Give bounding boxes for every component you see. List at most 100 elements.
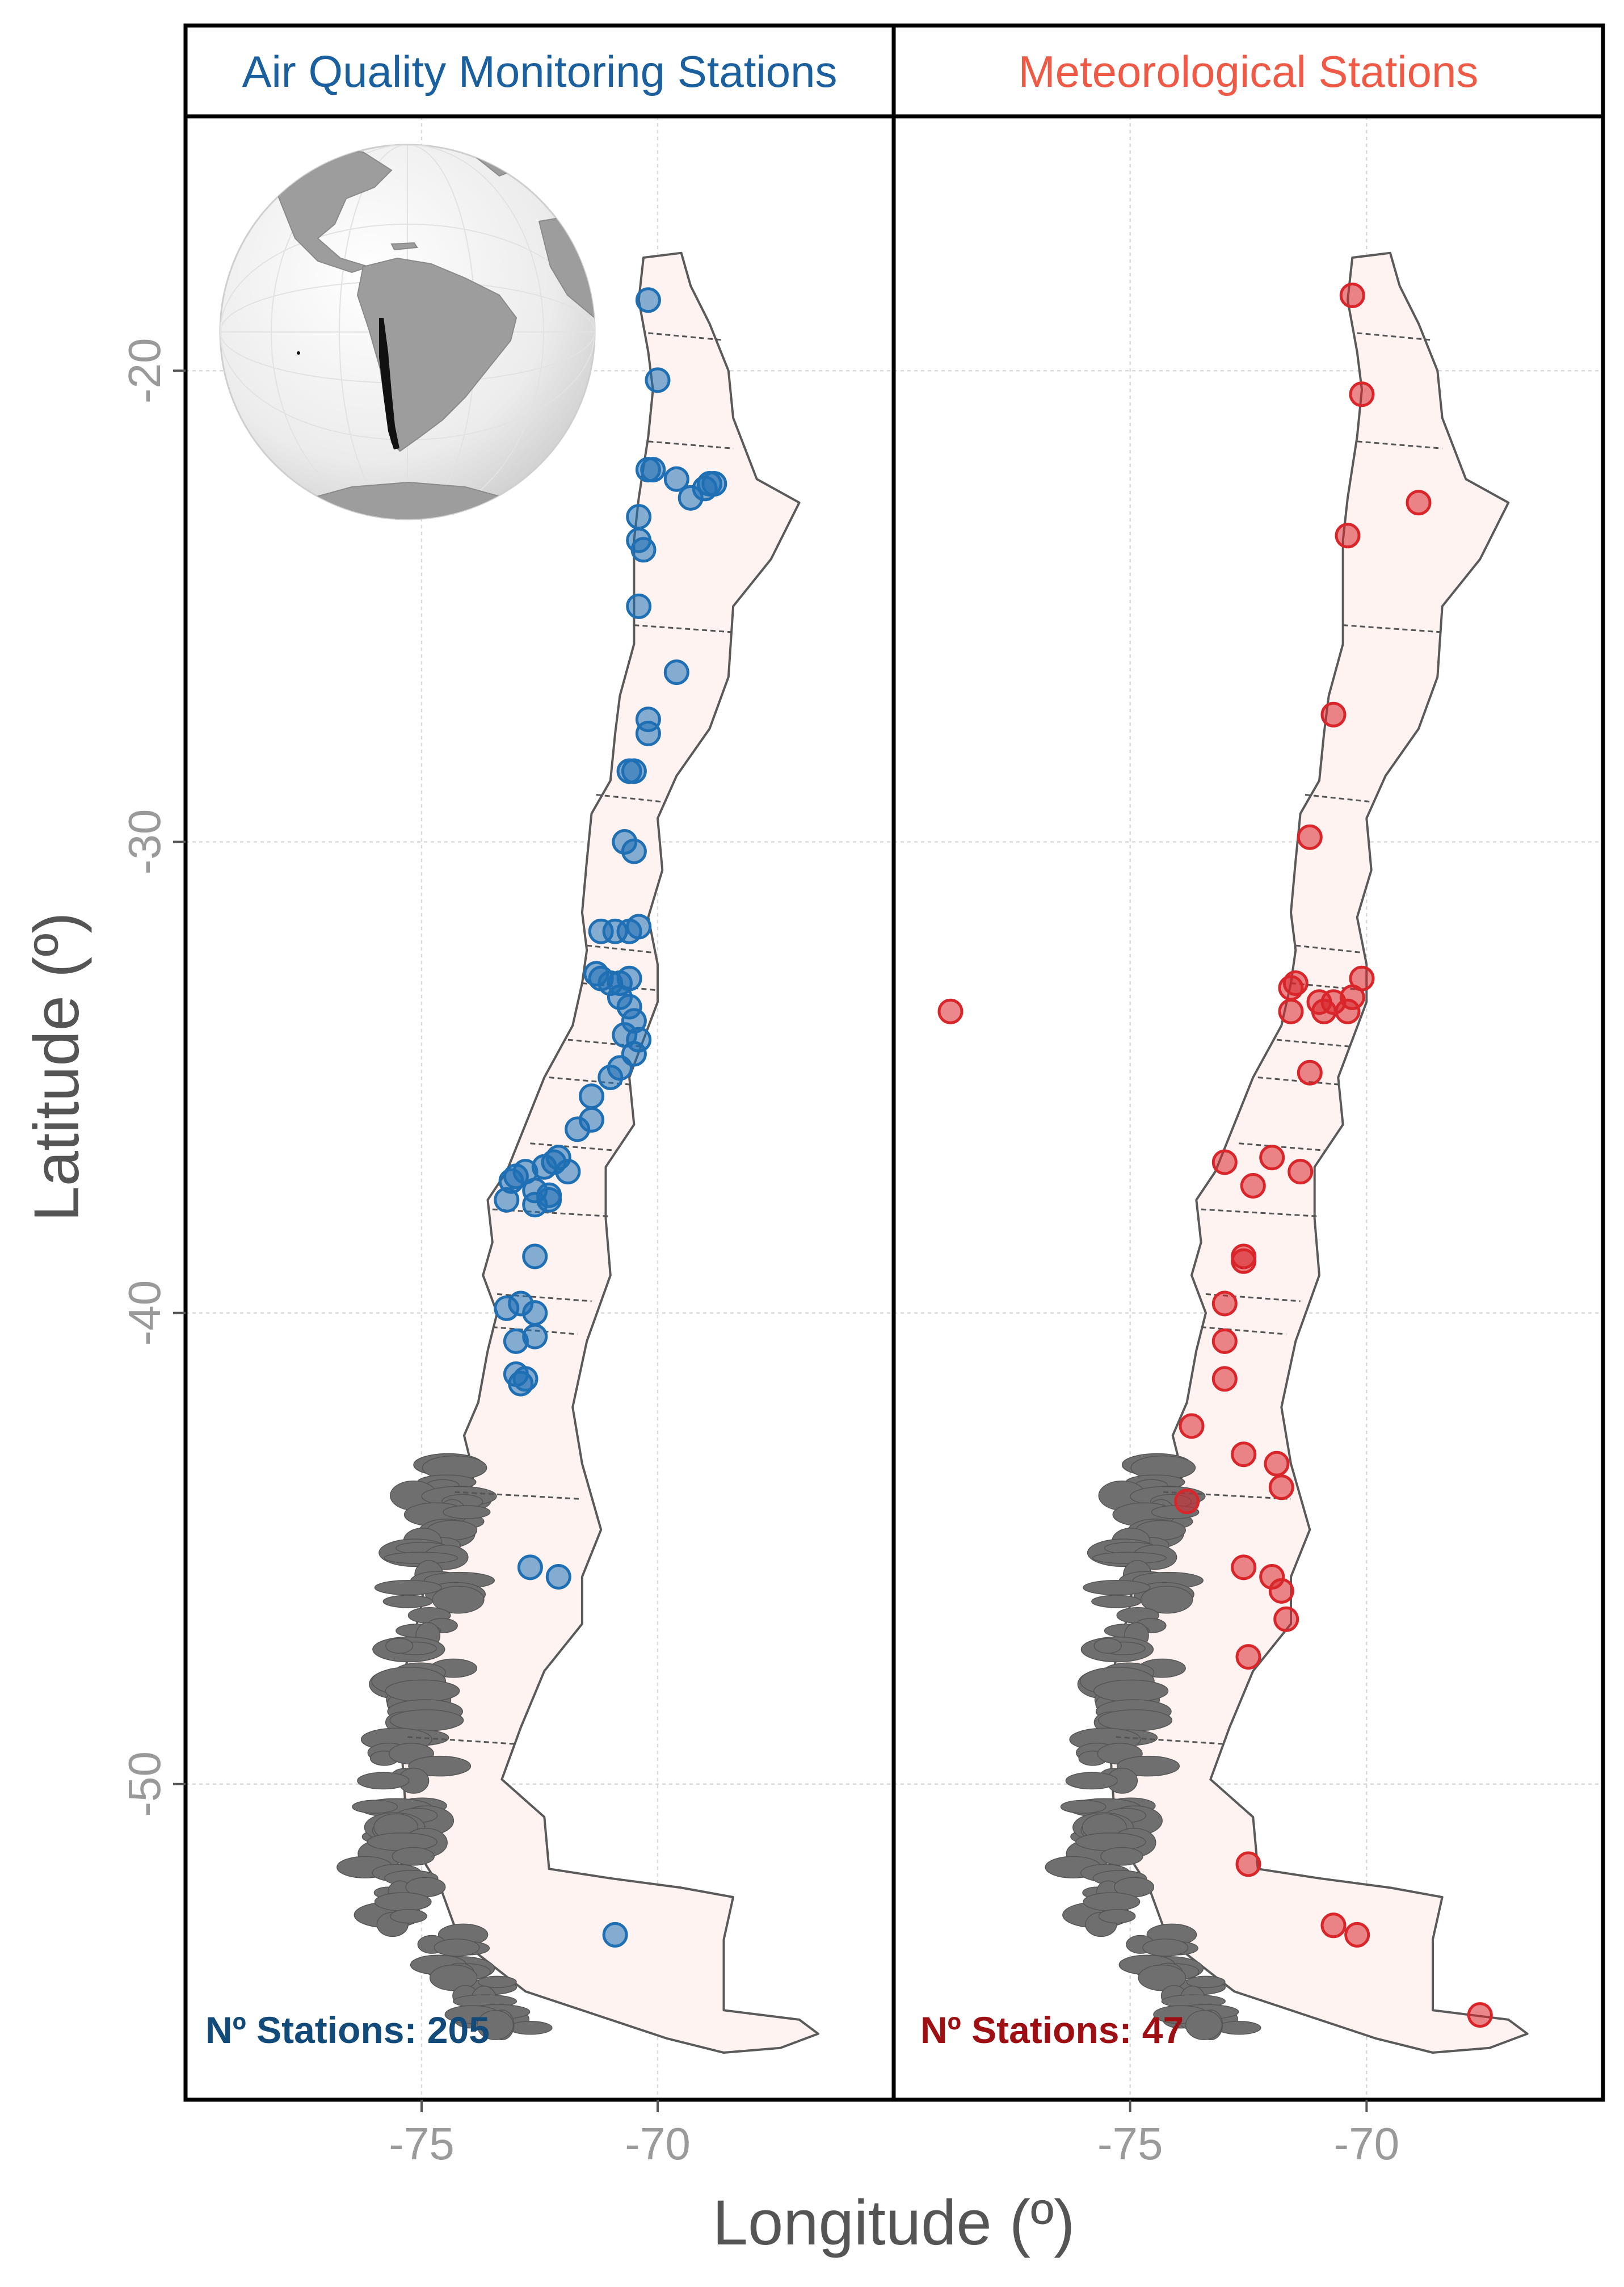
region-border <box>1205 1293 1301 1302</box>
station-point <box>494 1295 520 1321</box>
island <box>1093 1679 1169 1702</box>
island <box>1060 1800 1106 1814</box>
station-point <box>663 659 689 686</box>
station-point <box>1231 1248 1257 1274</box>
island <box>357 1772 410 1790</box>
island <box>508 2021 553 2035</box>
island <box>477 2009 514 2040</box>
island <box>385 1638 414 1654</box>
region-border <box>648 440 734 449</box>
air-quality-station-points <box>494 287 727 1948</box>
station-point <box>1235 1644 1261 1670</box>
station-point <box>937 998 964 1024</box>
chile-map-right <box>1045 251 1529 2054</box>
station-point <box>1288 1159 1314 1185</box>
station-point <box>536 1187 562 1213</box>
region-border <box>497 1293 592 1302</box>
station-point <box>630 537 657 563</box>
chile-outline <box>397 251 819 2054</box>
island <box>352 1800 398 1814</box>
island <box>408 1755 472 1777</box>
island <box>1098 1709 1173 1731</box>
x-axis-title: Longitude (º) <box>713 2187 1075 2258</box>
station-point <box>1406 490 1432 516</box>
region-border <box>1116 1736 1225 1745</box>
station-point <box>522 1243 548 1269</box>
station-point <box>1320 1912 1347 1939</box>
island <box>1083 1892 1141 1912</box>
chile-map-left <box>336 251 819 2054</box>
y-tick-label: -40 <box>119 1280 170 1346</box>
station-point <box>1211 1290 1238 1317</box>
region-border <box>1239 1142 1324 1151</box>
station-point <box>640 457 666 483</box>
station-point <box>1211 1149 1238 1175</box>
station-point <box>1349 965 1375 991</box>
station-point <box>579 1083 604 1109</box>
station-point <box>602 1922 628 1948</box>
station-point <box>1349 381 1375 407</box>
station-point <box>1231 1554 1257 1580</box>
y-axis-title: Latitude (º) <box>21 912 92 1221</box>
region-border <box>1305 793 1371 803</box>
island <box>374 1579 442 1596</box>
region-border <box>1276 1039 1353 1048</box>
station-point <box>1278 975 1304 1001</box>
island <box>1065 1772 1118 1790</box>
station-point <box>701 471 727 497</box>
station-point <box>626 593 652 619</box>
station-point <box>1339 283 1365 308</box>
station-point <box>635 721 661 746</box>
x-tick-label: -75 <box>1097 2118 1163 2169</box>
station-point <box>512 1366 538 1392</box>
station-point <box>1278 998 1304 1024</box>
x-axis-ticks: -75 -70 -75 -70 <box>389 2100 1399 2169</box>
region-border <box>1357 440 1442 449</box>
island <box>1075 1832 1146 1852</box>
station-point <box>621 758 647 784</box>
station-point <box>1268 1474 1294 1500</box>
island <box>1083 1579 1151 1596</box>
island <box>432 1586 485 1614</box>
island <box>374 1892 432 1912</box>
island <box>390 1908 427 1924</box>
station-point <box>663 466 689 492</box>
station-point <box>1264 1451 1290 1477</box>
meteorological-station-points <box>937 283 1493 2028</box>
region-border <box>1201 1208 1320 1217</box>
station-point <box>1211 1328 1238 1354</box>
island <box>1185 2009 1223 2040</box>
x-tick-label: -70 <box>625 2118 691 2169</box>
island <box>477 1975 517 1988</box>
region-border <box>1295 944 1362 954</box>
island <box>389 1709 464 1731</box>
region-border <box>1357 332 1433 341</box>
station-point <box>545 1564 571 1590</box>
island <box>1098 1908 1136 1924</box>
island <box>1091 1595 1142 1608</box>
island <box>382 1595 433 1608</box>
station-point <box>1273 1606 1299 1632</box>
station-point <box>621 838 647 864</box>
station-point <box>555 1159 581 1185</box>
island <box>429 1964 478 1991</box>
station-point <box>598 1065 624 1090</box>
island <box>434 1939 480 1957</box>
station-point <box>626 504 652 530</box>
y-tick-label: -20 <box>119 338 170 403</box>
region-border <box>1257 1077 1339 1086</box>
island <box>384 1552 458 1565</box>
station-point <box>626 914 652 940</box>
region-border <box>587 944 653 954</box>
island <box>367 1832 437 1852</box>
globe-inset <box>219 144 596 520</box>
station-point <box>1240 1173 1266 1199</box>
island <box>1217 2021 1261 2035</box>
y-tick-label: -30 <box>119 809 170 875</box>
y-tick-label: -50 <box>119 1751 170 1817</box>
station-point <box>522 1300 548 1326</box>
region-border <box>530 1142 616 1151</box>
station-count-meteorological: Nº Stations: 47 <box>920 2009 1184 2051</box>
station-point <box>565 1116 591 1142</box>
